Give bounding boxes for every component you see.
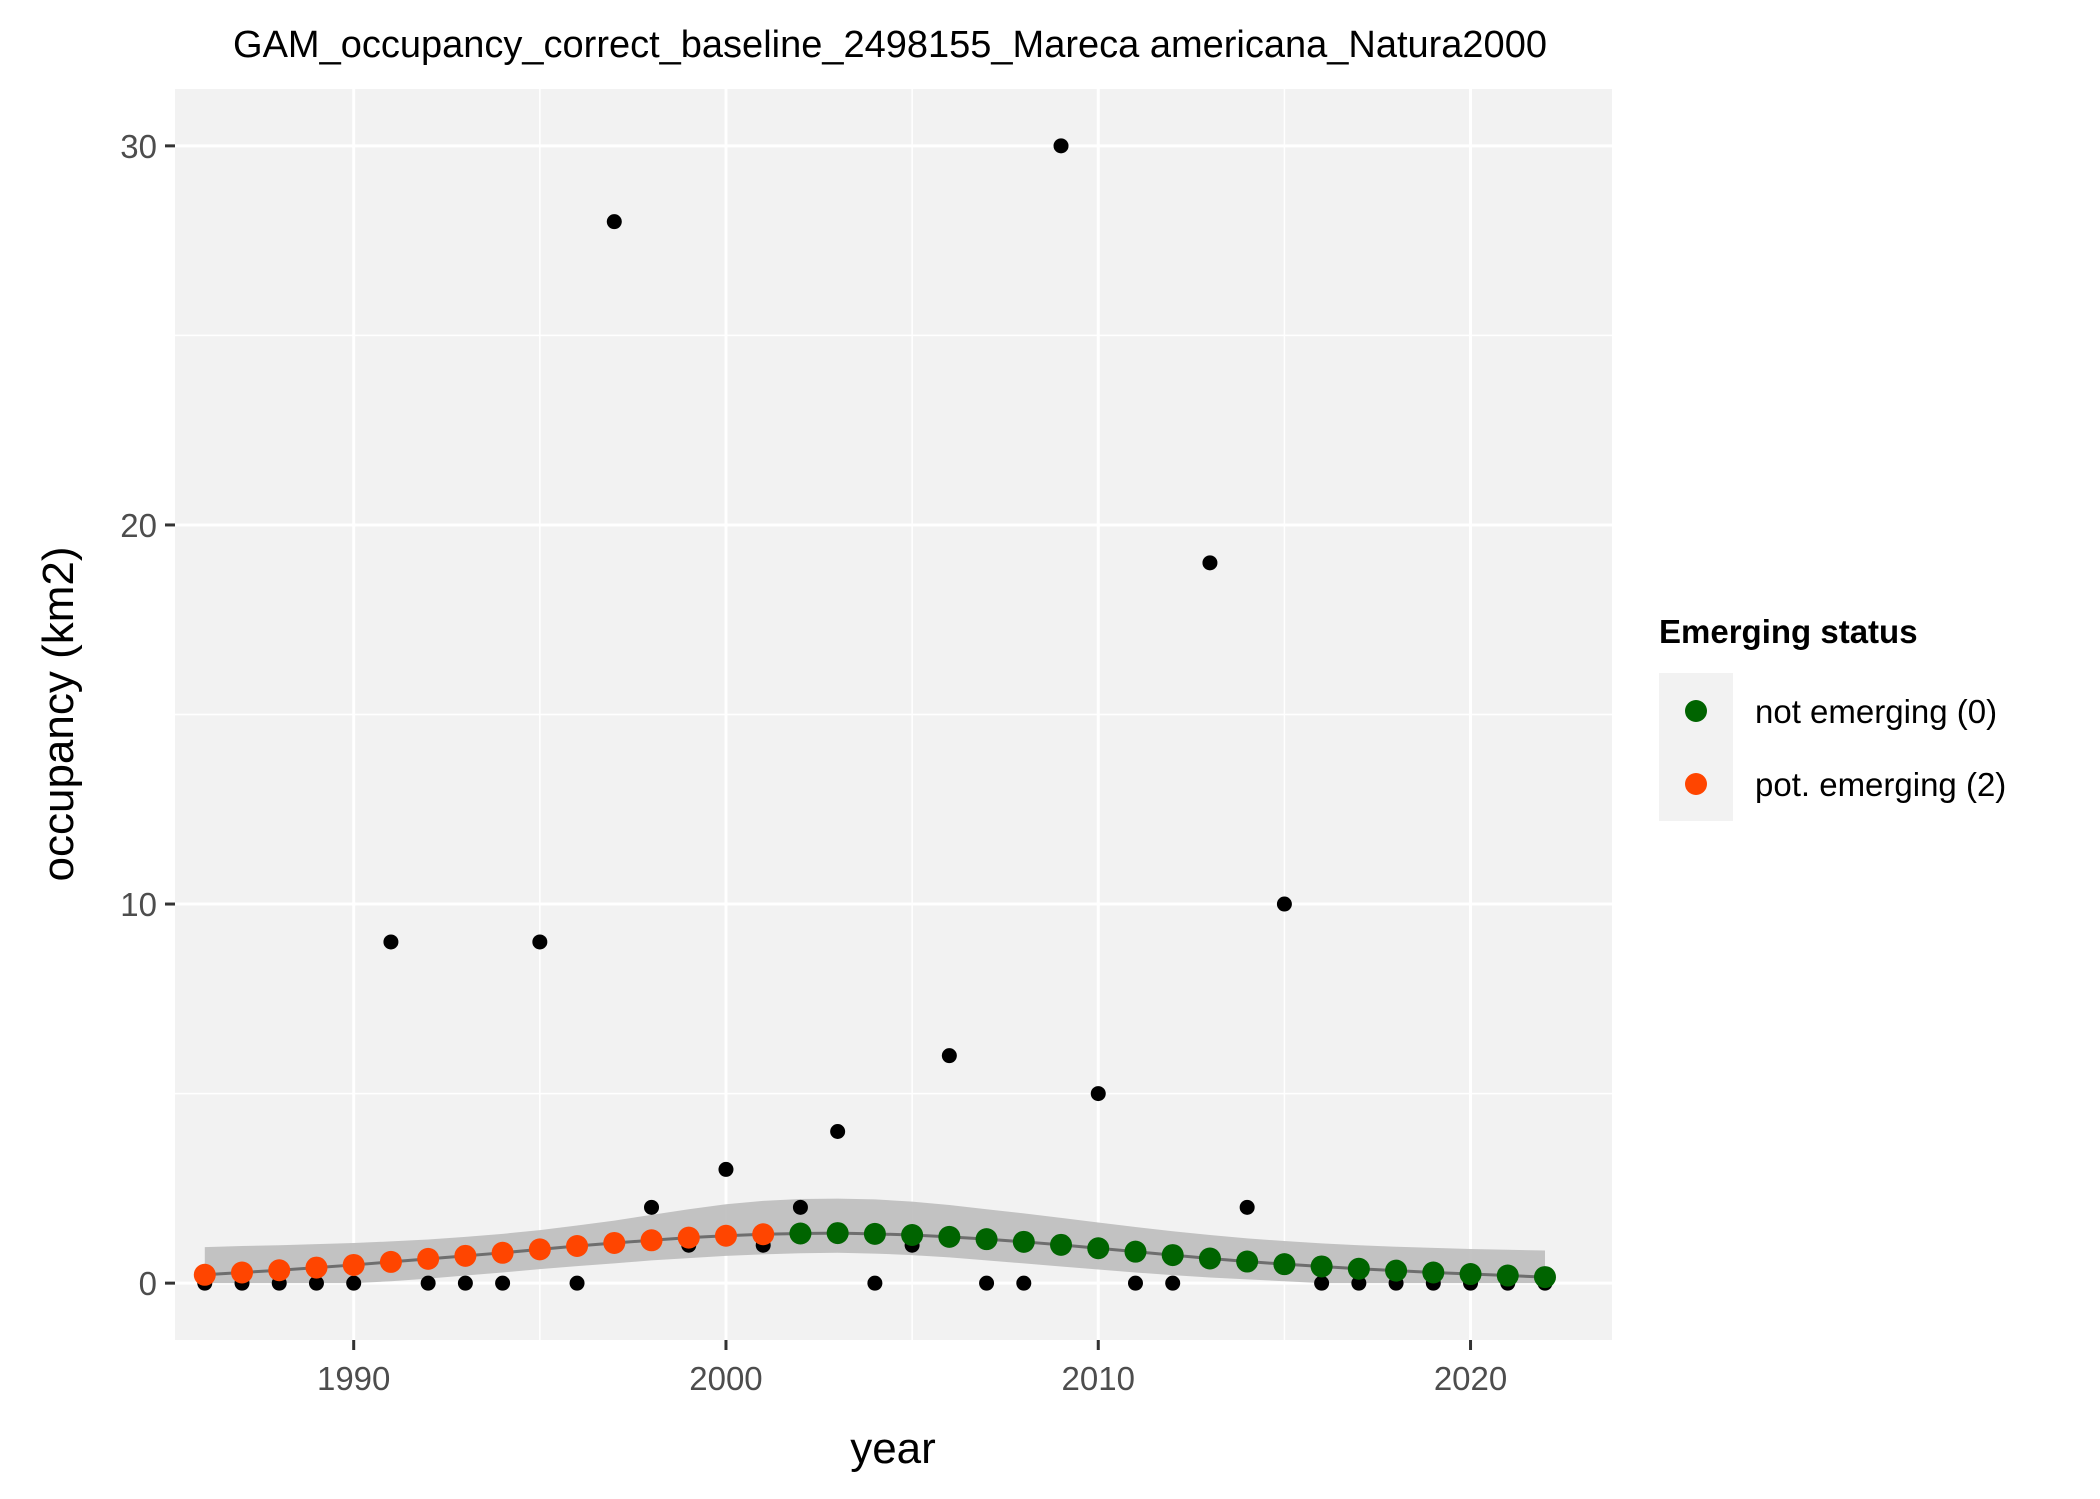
legend-key-not-emerging	[1685, 700, 1707, 722]
emerging-status-points	[193, 1222, 1556, 1289]
observed-point	[495, 1275, 511, 1291]
pot-emerging-point	[640, 1229, 663, 1252]
x-tick-label: 2000	[689, 1360, 762, 1397]
legend-key-background	[1659, 673, 1733, 821]
not-emerging-point	[826, 1222, 849, 1245]
pot-emerging-point	[417, 1247, 440, 1270]
observed-point	[1090, 1086, 1106, 1102]
not-emerging-point	[1422, 1261, 1445, 1284]
pot-emerging-point	[714, 1224, 737, 1247]
not-emerging-point	[975, 1228, 998, 1251]
observed-point	[1276, 896, 1292, 912]
legend-items: not emerging (0) pot. emerging (2)	[1659, 673, 2006, 821]
pot-emerging-point	[379, 1250, 402, 1273]
x-tick-label: 2020	[1434, 1360, 1507, 1397]
observed-point	[1351, 1275, 1367, 1291]
observed-point	[1053, 138, 1069, 154]
pot-emerging-point	[454, 1244, 477, 1267]
not-emerging-point	[1273, 1253, 1296, 1276]
observed-point	[1165, 1275, 1181, 1291]
x-tick-label: 2010	[1062, 1360, 1135, 1397]
observed-point	[532, 934, 548, 950]
pot-emerging-point	[752, 1223, 775, 1246]
observed-point	[867, 1275, 883, 1291]
not-emerging-point	[1533, 1266, 1556, 1289]
not-emerging-point	[1310, 1255, 1333, 1278]
not-emerging-point	[1496, 1264, 1519, 1287]
pot-emerging-point	[305, 1256, 328, 1279]
observed-point	[792, 1199, 808, 1215]
pot-emerging-point	[603, 1231, 626, 1254]
not-emerging-point	[1459, 1263, 1482, 1286]
not-emerging-point	[1236, 1250, 1259, 1273]
pot-emerging-point	[193, 1263, 216, 1286]
pot-emerging-point	[268, 1259, 291, 1282]
observed-point	[383, 934, 399, 950]
observed-point	[1016, 1275, 1032, 1291]
not-emerging-point	[1124, 1240, 1147, 1263]
observed-point	[1127, 1275, 1143, 1291]
pot-emerging-point	[566, 1234, 589, 1257]
y-tick-label: 30	[120, 128, 157, 165]
chart-title: GAM_occupancy_correct_baseline_2498155_M…	[233, 24, 1547, 66]
x-axis-title: year	[850, 1424, 936, 1473]
not-emerging-point	[1012, 1230, 1035, 1253]
y-tick-label: 0	[139, 1265, 157, 1302]
y-axis-title: occupancy (km2)	[34, 546, 83, 881]
observed-point	[346, 1275, 362, 1291]
observed-point	[606, 214, 622, 230]
observed-point	[1202, 555, 1218, 571]
not-emerging-point	[1385, 1259, 1408, 1282]
observed-point	[830, 1124, 846, 1139]
observed-point	[1239, 1199, 1255, 1215]
observed-point	[941, 1048, 957, 1064]
legend-key-pot-emerging	[1685, 773, 1707, 795]
axes: 1990 2000 2010 2020 0 10 20 30	[120, 128, 1507, 1397]
pot-emerging-point	[528, 1238, 551, 1261]
pot-emerging-point	[491, 1241, 514, 1264]
legend-label-pot-emerging: pot. emerging (2)	[1755, 766, 2006, 803]
not-emerging-point	[1161, 1244, 1184, 1267]
observed-point	[644, 1199, 660, 1215]
not-emerging-point	[938, 1225, 961, 1248]
observed-point	[1314, 1275, 1330, 1291]
observed-point	[718, 1161, 734, 1177]
y-tick-label: 20	[120, 507, 157, 544]
observed-points	[197, 138, 1553, 1291]
not-emerging-point	[1347, 1257, 1370, 1280]
legend-title: Emerging status	[1659, 613, 1918, 650]
observed-point	[457, 1275, 473, 1291]
y-tick-label: 10	[120, 886, 157, 923]
observed-point	[308, 1275, 324, 1291]
not-emerging-point	[1087, 1237, 1110, 1260]
pot-emerging-point	[677, 1226, 700, 1249]
not-emerging-point	[863, 1222, 886, 1245]
legend: Emerging status not emerging (0) pot. eme…	[1659, 613, 2006, 821]
not-emerging-point	[789, 1222, 812, 1245]
legend-label-not-emerging: not emerging (0)	[1755, 693, 1997, 730]
not-emerging-point	[1198, 1247, 1221, 1270]
pot-emerging-point	[342, 1253, 365, 1276]
observed-point	[979, 1275, 995, 1291]
x-tick-label: 1990	[317, 1360, 390, 1397]
grid-lines	[166, 89, 1612, 1340]
observed-point	[420, 1275, 436, 1291]
observed-point	[569, 1275, 585, 1291]
pot-emerging-point	[231, 1261, 254, 1284]
not-emerging-point	[1050, 1233, 1073, 1256]
not-emerging-point	[901, 1223, 924, 1246]
